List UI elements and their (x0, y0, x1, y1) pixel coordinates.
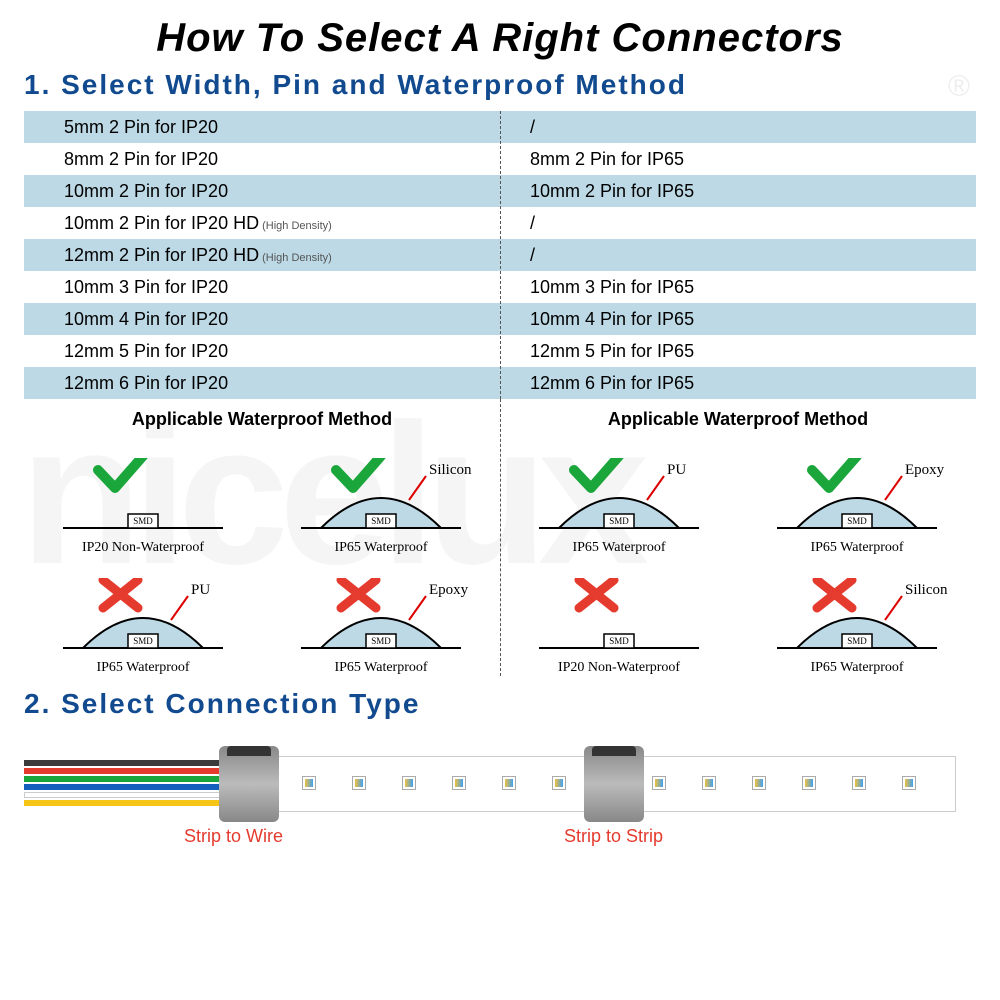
wp-diagram-cell: SMD PU IP65 Waterproof (24, 556, 262, 676)
wire (24, 784, 224, 790)
wire-bundle (24, 760, 224, 808)
connector-clip-1 (219, 746, 279, 822)
conn-label-1: Strip to Wire (24, 826, 384, 847)
led-chip (802, 776, 816, 790)
led-chip (452, 776, 466, 790)
svg-text:Epoxy: Epoxy (905, 462, 945, 478)
svg-text:SMD: SMD (371, 516, 391, 526)
cell-left: 12mm 6 Pin for IP20 (24, 367, 500, 399)
svg-text:PU: PU (191, 582, 210, 598)
led-chip (352, 776, 366, 790)
wp-header-left: Applicable Waterproof Method (24, 409, 500, 436)
svg-text:SMD: SMD (133, 516, 153, 526)
led-chip (852, 776, 866, 790)
svg-text:SMD: SMD (609, 516, 629, 526)
cell-left: 5mm 2 Pin for IP20 (24, 111, 500, 143)
led-chip (902, 776, 916, 790)
page-title: How To Select A Right Connectors (0, 0, 1000, 61)
section2-title: 2. Select Connection Type (24, 680, 976, 730)
svg-text:SMD: SMD (133, 636, 153, 646)
wp-header-right: Applicable Waterproof Method (500, 409, 976, 436)
registered-mark: ® (948, 70, 970, 104)
wp-diagram-cell: SMD IP20 Non-Waterproof (24, 436, 262, 556)
section1-title: 1. Select Width, Pin and Waterproof Meth… (0, 61, 1000, 111)
led-chip (402, 776, 416, 790)
cell-left: 12mm 2 Pin for IP20 HD (High Density) (24, 239, 500, 271)
wp-caption: IP65 Waterproof (334, 658, 427, 676)
wp-caption: IP65 Waterproof (96, 658, 189, 676)
cell-right: / (500, 239, 976, 271)
led-chip (652, 776, 666, 790)
wp-diagram-cell: SMD Epoxy IP65 Waterproof (738, 436, 976, 556)
cell-right: 12mm 6 Pin for IP65 (500, 367, 976, 399)
cell-right: / (500, 111, 976, 143)
cell-left: 8mm 2 Pin for IP20 (24, 143, 500, 175)
led-chip (502, 776, 516, 790)
wire (24, 760, 224, 766)
cell-right: 8mm 2 Pin for IP65 (500, 143, 976, 175)
wp-diagram-cell: SMD Silicon IP65 Waterproof (738, 556, 976, 676)
cell-left: 10mm 4 Pin for IP20 (24, 303, 500, 335)
svg-text:Epoxy: Epoxy (429, 582, 469, 598)
svg-text:Silicon: Silicon (905, 582, 948, 598)
cell-left: 10mm 3 Pin for IP20 (24, 271, 500, 303)
wire (24, 776, 224, 782)
wp-caption: IP65 Waterproof (810, 658, 903, 676)
wire (24, 792, 224, 798)
cell-right: / (500, 207, 976, 239)
cell-right: 10mm 4 Pin for IP65 (500, 303, 976, 335)
connector-clip-2 (584, 746, 644, 822)
conn-label-2: Strip to Strip (384, 826, 663, 847)
wp-caption: IP65 Waterproof (334, 538, 427, 556)
svg-text:SMD: SMD (371, 636, 391, 646)
wp-diagram-cell: SMD IP20 Non-Waterproof (500, 556, 738, 676)
svg-text:PU: PU (667, 462, 686, 478)
table-divider (500, 111, 501, 399)
cell-right: 10mm 2 Pin for IP65 (500, 175, 976, 207)
wp-caption: IP65 Waterproof (572, 538, 665, 556)
wp-caption: IP65 Waterproof (810, 538, 903, 556)
cell-right: 12mm 5 Pin for IP65 (500, 335, 976, 367)
cell-left: 12mm 5 Pin for IP20 (24, 335, 500, 367)
led-chip (752, 776, 766, 790)
spec-table: 5mm 2 Pin for IP20/8mm 2 Pin for IP208mm… (0, 111, 1000, 399)
wp-caption: IP20 Non-Waterproof (82, 538, 204, 556)
svg-text:SMD: SMD (847, 516, 867, 526)
wp-diagram-cell: SMD Epoxy IP65 Waterproof (262, 556, 500, 676)
cell-right: 10mm 3 Pin for IP65 (500, 271, 976, 303)
strip-diagram (24, 736, 976, 826)
connection-section: 2. Select Connection Type Strip to Wire … (0, 676, 1000, 847)
cell-left: 10mm 2 Pin for IP20 (24, 175, 500, 207)
wp-caption: IP20 Non-Waterproof (558, 658, 680, 676)
wp-diagram-cell: SMD PU IP65 Waterproof (500, 436, 738, 556)
led-chip (702, 776, 716, 790)
wire (24, 800, 224, 806)
svg-text:SMD: SMD (847, 636, 867, 646)
waterproof-section: Applicable Waterproof Method SMD IP20 Non… (0, 399, 1000, 676)
svg-text:SMD: SMD (609, 636, 629, 646)
wire (24, 768, 224, 774)
cell-left: 10mm 2 Pin for IP20 HD (High Density) (24, 207, 500, 239)
led-chip (552, 776, 566, 790)
svg-text:Silicon: Silicon (429, 462, 472, 478)
wp-diagram-cell: SMD Silicon IP65 Waterproof (262, 436, 500, 556)
led-chip (302, 776, 316, 790)
